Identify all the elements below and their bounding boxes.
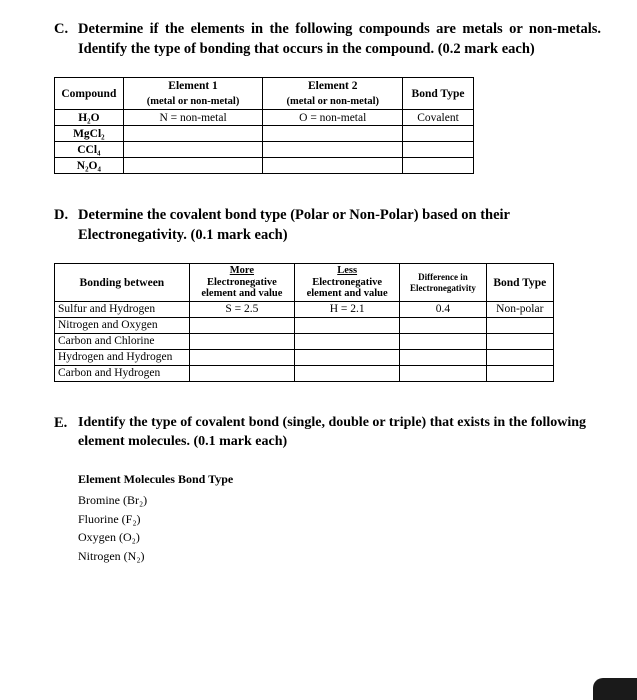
cell-bond <box>403 142 474 158</box>
cell-type <box>486 349 553 365</box>
table-c-h-e1-l2: (metal or non-metal) <box>123 94 263 110</box>
corner-tab <box>593 678 637 700</box>
cell-between: Hydrogen and Hydrogen <box>55 349 190 365</box>
cell-between: Carbon and Hydrogen <box>55 365 190 381</box>
cell-compound: CCl₄ <box>55 142 124 158</box>
cell-diff <box>400 349 486 365</box>
less-underline: Less <box>337 265 357 276</box>
cell-between: Carbon and Chlorine <box>55 333 190 349</box>
section-d-letter: D. <box>54 206 78 245</box>
cell-e2 <box>263 142 403 158</box>
cell-more <box>189 349 294 365</box>
cell-e1 <box>123 126 263 142</box>
cell-less <box>295 317 400 333</box>
molecule-item: Bromine (Br₂) <box>78 491 601 510</box>
table-row: Hydrogen and Hydrogen <box>55 349 554 365</box>
molecule-item: Oxygen (O₂) <box>78 528 601 547</box>
section-e-letter: E. <box>54 414 78 452</box>
cell-compound: H₂O <box>55 110 124 126</box>
cell-more <box>189 317 294 333</box>
cell-compound: N₂O₄ <box>55 158 124 174</box>
cell-less <box>295 349 400 365</box>
diff-l1: Difference in <box>418 272 468 282</box>
cell-diff <box>400 333 486 349</box>
molecule-item: Nitrogen (N₂) <box>78 547 601 566</box>
diff-l2: Electronegativity <box>410 283 476 293</box>
cell-e2 <box>263 158 403 174</box>
molecule-item: Fluorine (F₂) <box>78 510 601 529</box>
cell-bond: Covalent <box>403 110 474 126</box>
table-d-h-more: More Electronegative element and value <box>189 264 294 302</box>
section-c-heading: C. Determine if the elements in the foll… <box>54 20 601 59</box>
table-d-header-row: Bonding between More Electronegative ele… <box>55 264 554 302</box>
table-row: Sulfur and Hydrogen S = 2.5 H = 2.1 0.4 … <box>55 301 554 317</box>
cell-type <box>486 365 553 381</box>
cell-compound: MgCl₂ <box>55 126 124 142</box>
cell-bond <box>403 126 474 142</box>
molecules-header: Element Molecules Bond Type <box>78 470 601 489</box>
less-l2: element and value <box>307 288 388 299</box>
table-c-h-e2-l1: Element 2 <box>263 78 403 94</box>
table-row: N₂O₄ <box>55 158 474 174</box>
cell-between: Sulfur and Hydrogen <box>55 301 190 317</box>
table-c-header-row: Compound Element 1 Element 2 Bond Type <box>55 78 474 94</box>
cell-less <box>295 365 400 381</box>
cell-e1: N = non-metal <box>123 110 263 126</box>
less-l1: Electronegative <box>312 277 382 288</box>
table-c-h-e1-l1: Element 1 <box>123 78 263 94</box>
table-c-h-e2-l2: (metal or non-metal) <box>263 94 403 110</box>
table-d: Bonding between More Electronegative ele… <box>54 263 554 382</box>
cell-less: H = 2.1 <box>295 301 400 317</box>
cell-e1 <box>123 158 263 174</box>
cell-type <box>486 317 553 333</box>
cell-between: Nitrogen and Oxygen <box>55 317 190 333</box>
table-row: Nitrogen and Oxygen <box>55 317 554 333</box>
cell-diff: 0.4 <box>400 301 486 317</box>
section-c-text: Determine if the elements in the followi… <box>78 20 601 59</box>
cell-more <box>189 365 294 381</box>
section-e-text: Identify the type of covalent bond (sing… <box>78 414 601 452</box>
section-d-text: Determine the covalent bond type (Polar … <box>78 206 601 245</box>
table-row: Carbon and Hydrogen <box>55 365 554 381</box>
cell-diff <box>400 317 486 333</box>
more-l1: Electronegative <box>207 277 277 288</box>
table-c-h-bond: Bond Type <box>403 78 474 110</box>
cell-more <box>189 333 294 349</box>
cell-type: Non-polar <box>486 301 553 317</box>
molecules-block: Element Molecules Bond Type Bromine (Br₂… <box>78 470 601 566</box>
table-d-h-less: Less Electronegative element and value <box>295 264 400 302</box>
table-d-h-between: Bonding between <box>55 264 190 302</box>
section-d-heading: D. Determine the covalent bond type (Pol… <box>54 206 601 245</box>
table-row: H₂O N = non-metal O = non-metal Covalent <box>55 110 474 126</box>
section-e-heading: E. Identify the type of covalent bond (s… <box>54 414 601 452</box>
cell-e1 <box>123 142 263 158</box>
table-d-h-diff: Difference in Electronegativity <box>400 264 486 302</box>
table-c: Compound Element 1 Element 2 Bond Type (… <box>54 77 474 174</box>
table-d-h-bond: Bond Type <box>486 264 553 302</box>
cell-less <box>295 333 400 349</box>
cell-more: S = 2.5 <box>189 301 294 317</box>
cell-type <box>486 333 553 349</box>
cell-e2 <box>263 126 403 142</box>
cell-bond <box>403 158 474 174</box>
cell-diff <box>400 365 486 381</box>
table-c-h-compound: Compound <box>55 78 124 110</box>
more-l2: element and value <box>201 288 282 299</box>
section-c-letter: C. <box>54 20 78 59</box>
cell-e2: O = non-metal <box>263 110 403 126</box>
table-row: CCl₄ <box>55 142 474 158</box>
table-row: Carbon and Chlorine <box>55 333 554 349</box>
more-underline: More <box>230 265 254 276</box>
table-row: MgCl₂ <box>55 126 474 142</box>
